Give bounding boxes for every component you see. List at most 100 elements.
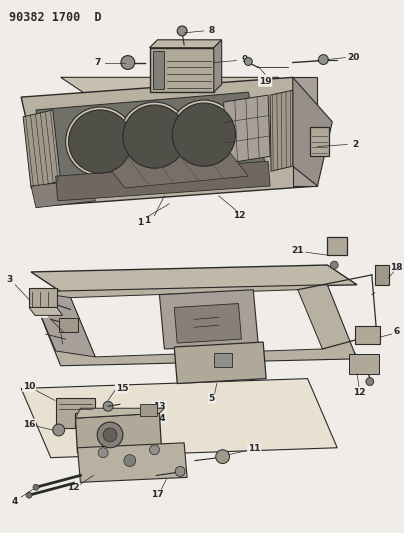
- Bar: [59, 318, 78, 332]
- Polygon shape: [160, 290, 258, 349]
- Circle shape: [123, 105, 186, 168]
- Text: 90382 1700  D: 90382 1700 D: [9, 11, 102, 24]
- Text: 4: 4: [12, 497, 19, 506]
- Polygon shape: [56, 398, 95, 428]
- Text: 22: 22: [35, 308, 47, 317]
- Circle shape: [216, 450, 229, 464]
- Text: 6: 6: [393, 327, 400, 336]
- FancyBboxPatch shape: [327, 237, 347, 255]
- Text: 16: 16: [23, 419, 35, 429]
- Circle shape: [330, 261, 338, 269]
- Bar: [355, 326, 380, 344]
- Polygon shape: [270, 90, 293, 171]
- Text: 10: 10: [23, 382, 35, 391]
- Bar: [29, 288, 57, 308]
- Circle shape: [103, 401, 113, 411]
- Polygon shape: [76, 413, 162, 453]
- Text: 12: 12: [353, 388, 365, 397]
- Polygon shape: [56, 161, 270, 201]
- Text: 17: 17: [151, 490, 164, 499]
- Polygon shape: [293, 77, 318, 186]
- Text: 9: 9: [241, 55, 248, 64]
- Circle shape: [244, 58, 252, 66]
- Text: 16: 16: [23, 419, 35, 429]
- Text: 11: 11: [248, 444, 261, 453]
- Text: 15: 15: [116, 384, 128, 393]
- Text: 3: 3: [6, 276, 13, 284]
- Circle shape: [169, 100, 238, 169]
- Polygon shape: [76, 408, 164, 418]
- Text: 15: 15: [116, 384, 128, 393]
- Text: 12: 12: [67, 483, 80, 492]
- Text: 7: 7: [94, 58, 100, 67]
- Polygon shape: [214, 40, 222, 92]
- Text: 3: 3: [6, 276, 13, 284]
- Circle shape: [366, 377, 374, 385]
- Text: 2: 2: [352, 140, 358, 149]
- Polygon shape: [31, 285, 357, 366]
- Text: 1: 1: [145, 216, 151, 225]
- Text: 20: 20: [347, 53, 359, 62]
- Text: 12: 12: [233, 211, 246, 220]
- Polygon shape: [149, 40, 222, 48]
- Text: 14: 14: [153, 414, 166, 423]
- Polygon shape: [29, 308, 63, 316]
- Text: 1: 1: [137, 218, 143, 227]
- Circle shape: [121, 55, 135, 69]
- Circle shape: [149, 445, 160, 455]
- Circle shape: [120, 102, 189, 171]
- Text: 11: 11: [248, 444, 261, 453]
- Circle shape: [97, 422, 123, 448]
- FancyBboxPatch shape: [309, 127, 329, 156]
- Polygon shape: [23, 110, 61, 188]
- Polygon shape: [224, 95, 270, 163]
- Circle shape: [53, 424, 65, 436]
- Polygon shape: [21, 378, 337, 458]
- Text: 18: 18: [390, 263, 403, 272]
- Polygon shape: [293, 77, 332, 186]
- Circle shape: [124, 455, 136, 466]
- Polygon shape: [36, 92, 268, 194]
- Text: 19: 19: [259, 77, 271, 86]
- Circle shape: [177, 26, 187, 36]
- Polygon shape: [174, 342, 266, 384]
- Circle shape: [33, 484, 39, 490]
- Circle shape: [65, 107, 135, 176]
- Circle shape: [318, 54, 328, 64]
- Text: 5: 5: [208, 394, 215, 403]
- Circle shape: [26, 492, 32, 498]
- Text: 2: 2: [352, 140, 358, 149]
- Text: 19: 19: [259, 77, 271, 86]
- Text: 12: 12: [67, 483, 80, 492]
- Polygon shape: [31, 179, 95, 208]
- Text: 5: 5: [208, 394, 215, 403]
- Text: 12: 12: [233, 211, 246, 220]
- Text: 21: 21: [291, 246, 304, 255]
- Circle shape: [175, 466, 185, 477]
- Bar: [349, 354, 379, 374]
- Circle shape: [98, 448, 108, 458]
- Polygon shape: [174, 303, 242, 343]
- Text: 7: 7: [94, 58, 100, 67]
- Text: 14: 14: [153, 414, 166, 423]
- Polygon shape: [31, 265, 357, 292]
- FancyBboxPatch shape: [149, 48, 214, 92]
- Text: 20: 20: [347, 53, 359, 62]
- Text: 22: 22: [35, 308, 47, 317]
- Polygon shape: [61, 77, 307, 97]
- Bar: [153, 51, 164, 89]
- Text: 4: 4: [12, 497, 19, 506]
- Circle shape: [172, 103, 236, 166]
- Text: 6: 6: [393, 327, 400, 336]
- Polygon shape: [71, 290, 322, 357]
- Text: 12: 12: [353, 388, 365, 397]
- Polygon shape: [100, 144, 248, 188]
- Text: 18: 18: [390, 263, 403, 272]
- Polygon shape: [78, 443, 187, 482]
- Bar: [214, 353, 231, 367]
- Bar: [140, 405, 158, 416]
- Bar: [375, 265, 389, 285]
- Text: 21: 21: [291, 246, 304, 255]
- Circle shape: [103, 428, 117, 442]
- Text: 10: 10: [23, 382, 35, 391]
